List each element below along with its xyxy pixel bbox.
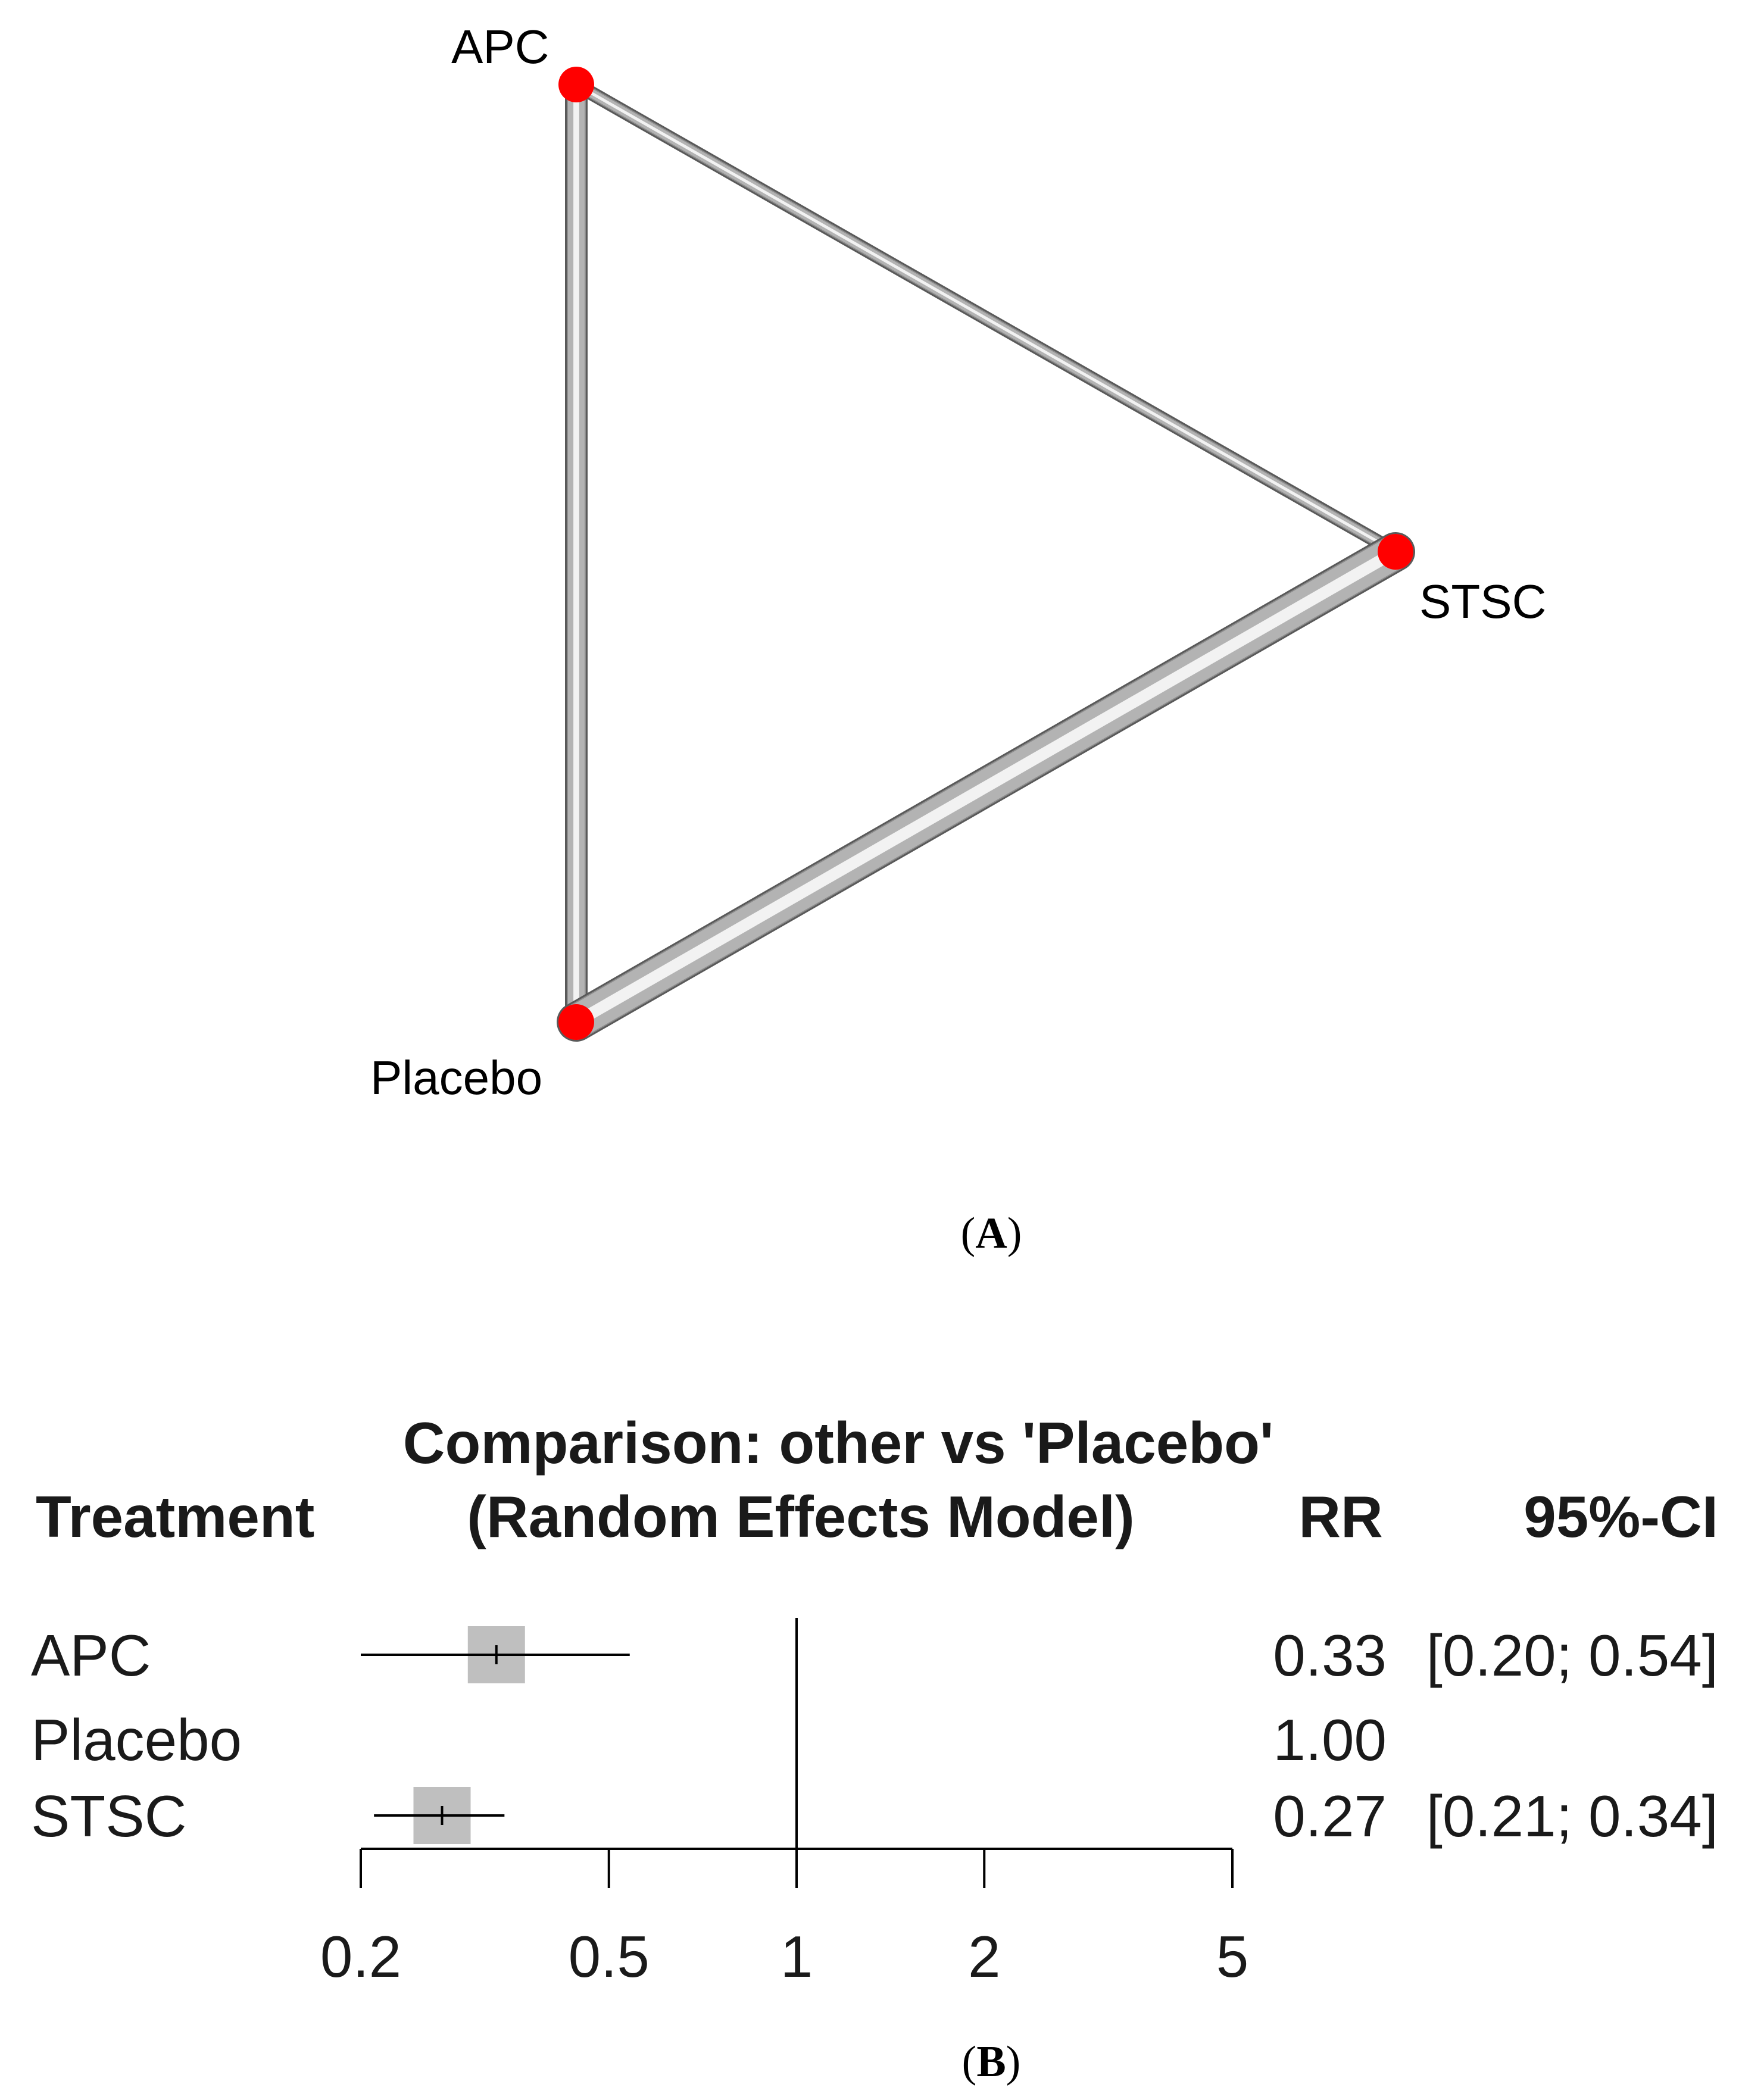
rr-value: 1.00 — [1273, 1707, 1387, 1773]
forest-rows: APC 0.33 [0.20; 0.54] Placebo 1.00 STSC 0.27 [0… — [31, 1618, 1718, 1849]
node-stsc — [1378, 534, 1413, 570]
network-edges — [557, 73, 1415, 1042]
node-label-apc: APC — [451, 20, 550, 73]
ci-value: [0.21; 0.34] — [1426, 1783, 1718, 1849]
treatment-label: APC — [31, 1623, 151, 1688]
network-labels: APC STSC Placebo — [370, 20, 1546, 1104]
x-tick-label: 2 — [968, 1924, 1001, 1989]
rr-value: 0.33 — [1273, 1623, 1387, 1688]
edge-apc-stsc — [569, 77, 1403, 559]
forest-row-placebo: Placebo 1.00 — [31, 1707, 1387, 1773]
panel-a-caption: (A) — [961, 1209, 1022, 1258]
treatment-label: Placebo — [31, 1707, 242, 1773]
forest-row-apc: APC 0.33 [0.20; 0.54] — [31, 1623, 1718, 1688]
column-header-rr: RR — [1298, 1484, 1383, 1549]
rr-value: 0.27 — [1273, 1783, 1387, 1849]
node-apc — [558, 67, 594, 102]
column-header-ci: 95%-CI — [1524, 1484, 1718, 1549]
treatment-label: STSC — [31, 1783, 186, 1849]
node-placebo — [558, 1004, 594, 1040]
forest-title-line1: Comparison: other vs 'Placebo' — [403, 1410, 1274, 1476]
x-tick-label: 0.2 — [320, 1924, 401, 1989]
network-nodes — [558, 67, 1413, 1040]
node-label-stsc: STSC — [1419, 575, 1546, 628]
forest-row-stsc: STSC 0.27 [0.21; 0.34] — [31, 1783, 1718, 1849]
forest-title-line2: (Random Effects Model) — [467, 1484, 1135, 1549]
x-tick-label: 0.5 — [569, 1924, 650, 1989]
ci-value: [0.20; 0.54] — [1426, 1623, 1718, 1688]
column-header-treatment: Treatment — [36, 1484, 314, 1549]
x-tick-label: 1 — [781, 1924, 813, 1989]
forest-x-axis: 0.2 0.5 1 2 5 — [320, 1848, 1249, 1989]
edge-placebo-stsc — [557, 532, 1415, 1042]
forest-plot: Comparison: other vs 'Placebo' (Random E… — [31, 1410, 1718, 2086]
x-tick-label: 5 — [1216, 1924, 1249, 1989]
node-label-placebo: Placebo — [370, 1051, 542, 1104]
panel-b-caption: (B) — [962, 2038, 1021, 2086]
network-plot: APC STSC Placebo (A) — [370, 20, 1546, 1258]
